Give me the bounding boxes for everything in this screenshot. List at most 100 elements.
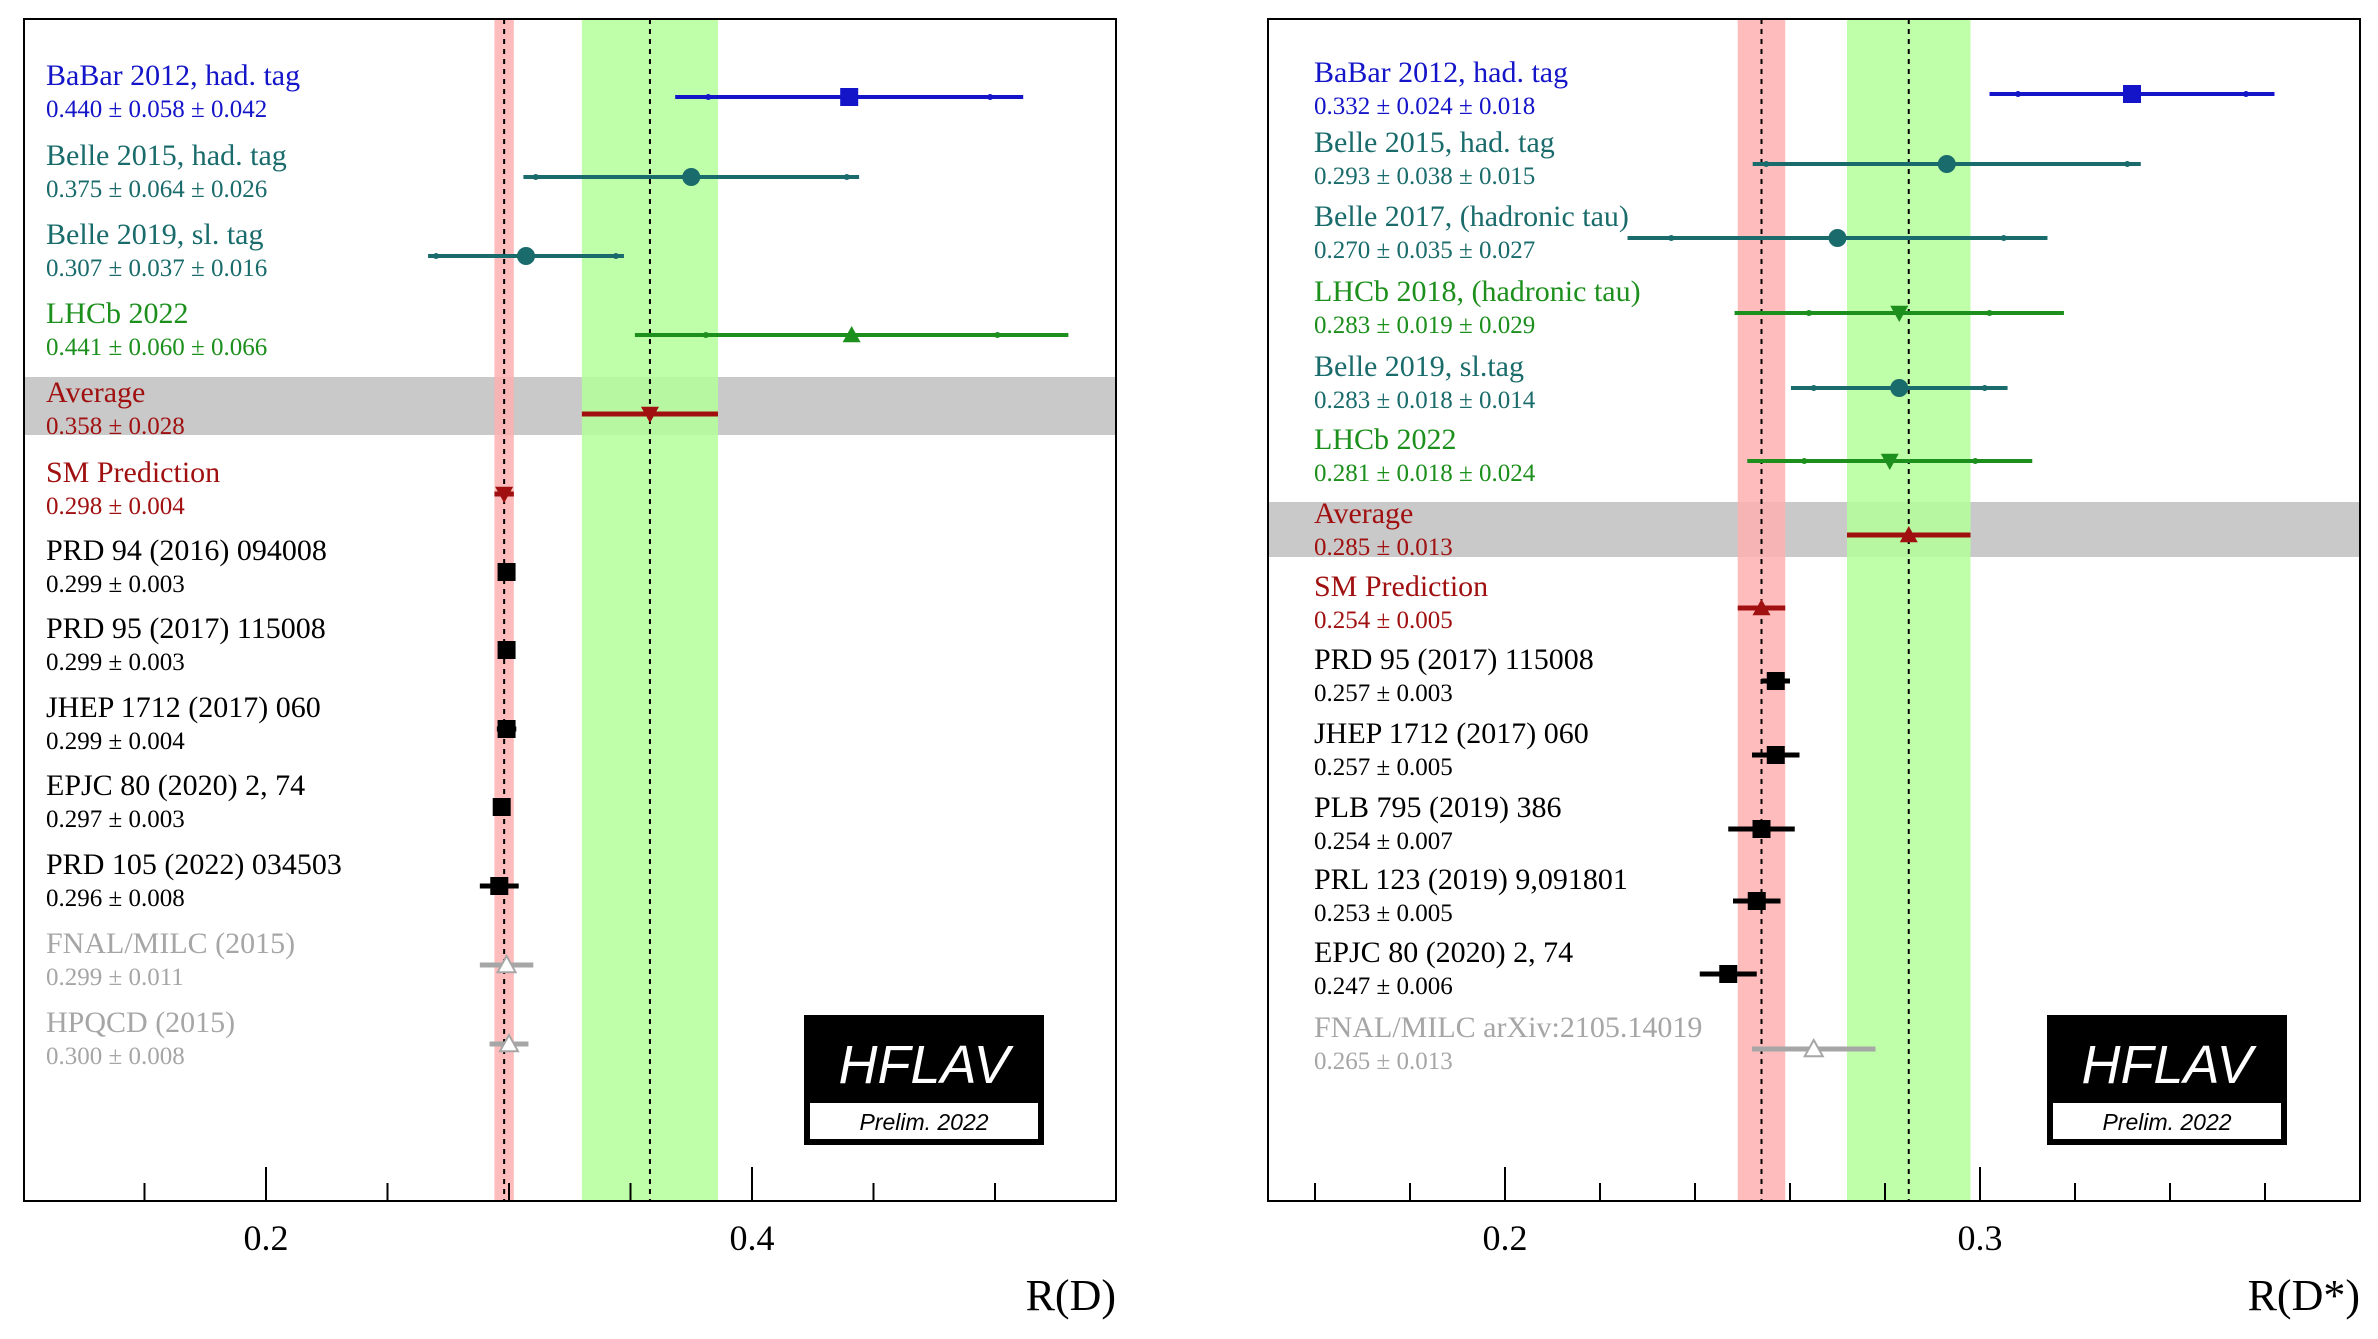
entry-label: Belle 2015, had. tag — [46, 139, 287, 172]
entry-value: 0.299 ± 0.011 — [46, 964, 184, 991]
entry-value: 0.440 ± 0.058 ± 0.042 — [46, 96, 267, 123]
entry-stat-tick-low — [2015, 91, 2021, 97]
entry-marker — [1719, 965, 1738, 983]
entry-5: Average 0.358 ± 0.028 — [46, 376, 718, 440]
entry-label: BaBar 2012, had. tag — [1314, 56, 1568, 89]
x-axis-title: R(D) — [1026, 1271, 1116, 1320]
entry-value: 0.247 ± 0.006 — [1314, 973, 1453, 1000]
entry-value: 0.270 ± 0.035 ± 0.027 — [1314, 237, 1535, 264]
entry-value: 0.254 ± 0.007 — [1314, 828, 1453, 855]
entry-value: 0.332 ± 0.024 ± 0.018 — [1314, 93, 1535, 120]
entry-label: BaBar 2012, had. tag — [46, 59, 300, 92]
entry-value: 0.254 ± 0.005 — [1314, 607, 1453, 634]
entry-marker — [492, 798, 511, 816]
entry-11: PRD 105 (2022) 034503 0.296 ± 0.008 — [46, 848, 519, 912]
entry-value: 0.298 ± 0.004 — [46, 493, 185, 520]
entry-value: 0.285 ± 0.013 — [1314, 534, 1453, 561]
entry-label: FNAL/MILC (2015) — [46, 927, 295, 960]
entry-marker — [1937, 155, 1956, 173]
entry-10: JHEP 1712 (2017) 060 0.257 ± 0.005 — [1314, 717, 1800, 781]
entry-label: LHCb 2022 — [46, 297, 189, 330]
entry-value: 0.358 ± 0.028 — [46, 413, 185, 440]
entry-label: PRD 94 (2016) 094008 — [46, 534, 327, 567]
entry-label: SM Prediction — [46, 456, 220, 489]
entry-marker — [490, 877, 509, 895]
entry-value: 0.299 ± 0.003 — [46, 649, 185, 676]
entry-2: Belle 2015, had. tag 0.293 ± 0.038 ± 0.01… — [1314, 126, 2141, 190]
entry-stat-tick-high — [2000, 235, 2007, 241]
logo-subtext: Prelim. 2022 — [2102, 1109, 2231, 1135]
entry-label: LHCb 2018, (hadronic tau) — [1314, 275, 1641, 308]
entry-11: PLB 795 (2019) 386 0.254 ± 0.007 — [1314, 791, 1795, 855]
entry-4: LHCb 2022 0.441 ± 0.060 ± 0.066 — [46, 297, 1069, 361]
entry-stat-tick-low — [1806, 310, 1812, 316]
entry-label: PRL 123 (2019) 9,091801 — [1314, 863, 1628, 896]
entry-marker — [1766, 672, 1785, 690]
x-tick-label: 0.2 — [244, 1218, 289, 1258]
entry-value: 0.253 ± 0.005 — [1314, 900, 1453, 927]
entry-label: Belle 2017, (hadronic tau) — [1314, 200, 1629, 233]
entry-5: Belle 2019, sl.tag 0.283 ± 0.018 ± 0.014 — [1314, 350, 2008, 414]
entry-marker — [1899, 526, 1918, 543]
entry-13: EPJC 80 (2020) 2, 74 0.247 ± 0.006 — [1314, 936, 1757, 1000]
entry-marker — [1803, 1037, 1825, 1058]
entry-marker — [2123, 85, 2141, 103]
entry-stat-tick-high — [1981, 385, 1988, 391]
chart-panel-2: BaBar 2012, had. tag 0.332 ± 0.024 ± 0.01… — [1267, 18, 2361, 1320]
entry-marker — [682, 168, 701, 186]
entry-value: 0.300 ± 0.008 — [46, 1043, 185, 1070]
entry-stat-tick-low — [705, 94, 712, 100]
entry-label: EPJC 80 (2020) 2, 74 — [46, 769, 305, 802]
entry-1: BaBar 2012, had. tag 0.332 ± 0.024 ± 0.01… — [1314, 56, 2275, 120]
entry-marker — [497, 563, 516, 581]
entry-marker — [1828, 229, 1847, 247]
hflav-logo: HFLAV Prelim. 2022 — [2047, 1015, 2287, 1145]
entry-stat-tick-low — [1763, 161, 1770, 167]
entry-9: JHEP 1712 (2017) 060 0.299 ± 0.004 — [46, 691, 517, 755]
entry-marker — [640, 406, 659, 423]
entry-14: FNAL/MILC arXiv:2105.14019 0.265 ± 0.013 — [1314, 1011, 1876, 1075]
entry-marker — [495, 486, 514, 503]
plot-area — [24, 19, 1116, 1201]
entry-value: 0.307 ± 0.037 ± 0.016 — [46, 255, 267, 282]
plot-area — [1268, 19, 2360, 1201]
entry-marker — [517, 247, 536, 265]
entry-value: 0.297 ± 0.003 — [46, 806, 185, 833]
x-axis-title: R(D*) — [2248, 1271, 2360, 1320]
entry-stat-tick-high — [1986, 310, 1993, 316]
entry-3: Belle 2019, sl. tag 0.307 ± 0.037 ± 0.016 — [46, 218, 624, 282]
x-tick-label: 0.3 — [1958, 1218, 2003, 1258]
entry-2: Belle 2015, had. tag 0.375 ± 0.064 ± 0.02… — [46, 139, 860, 203]
entry-marker — [1752, 599, 1771, 616]
entry-1: BaBar 2012, had. tag 0.440 ± 0.058 ± 0.04… — [46, 59, 1024, 123]
hflav-logo: HFLAV Prelim. 2022 — [804, 1015, 1044, 1145]
entry-stat-tick-high — [994, 332, 1001, 338]
entry-7: PRD 94 (2016) 094008 0.299 ± 0.003 — [46, 534, 516, 598]
entry-label: JHEP 1712 (2017) 060 — [1314, 717, 1589, 750]
entry-7: Average 0.285 ± 0.013 — [1314, 497, 1971, 561]
entry-label: SM Prediction — [1314, 570, 1488, 603]
logo-subbox — [2053, 1103, 2281, 1139]
entry-label: HPQCD (2015) — [46, 1006, 235, 1039]
entry-8: SM Prediction 0.254 ± 0.005 — [1314, 570, 1786, 634]
entry-value: 0.265 ± 0.013 — [1314, 1048, 1453, 1075]
entry-marker — [842, 326, 861, 343]
entry-3: Belle 2017, (hadronic tau) 0.270 ± 0.035 … — [1314, 200, 2048, 264]
entry-label: JHEP 1712 (2017) 060 — [46, 691, 321, 724]
entry-13: HPQCD (2015) 0.300 ± 0.008 — [46, 1006, 529, 1070]
entry-label: Belle 2015, had. tag — [1314, 126, 1555, 159]
entry-label: Average — [46, 376, 145, 409]
entry-value: 0.296 ± 0.008 — [46, 885, 185, 912]
entry-label: PRD 95 (2017) 115008 — [1314, 643, 1594, 676]
entry-value: 0.299 ± 0.004 — [46, 728, 185, 755]
entry-stat-tick-low — [433, 253, 440, 259]
entry-marker — [1890, 379, 1909, 397]
entry-stat-tick-low — [702, 332, 709, 338]
entry-marker — [495, 953, 518, 974]
entry-marker — [1890, 305, 1909, 322]
entry-label: EPJC 80 (2020) 2, 74 — [1314, 936, 1573, 969]
entry-label: LHCb 2022 — [1314, 423, 1457, 456]
entry-value: 0.283 ± 0.018 ± 0.014 — [1314, 387, 1536, 414]
entry-label: Average — [1314, 497, 1413, 530]
entry-marker — [1752, 820, 1771, 838]
